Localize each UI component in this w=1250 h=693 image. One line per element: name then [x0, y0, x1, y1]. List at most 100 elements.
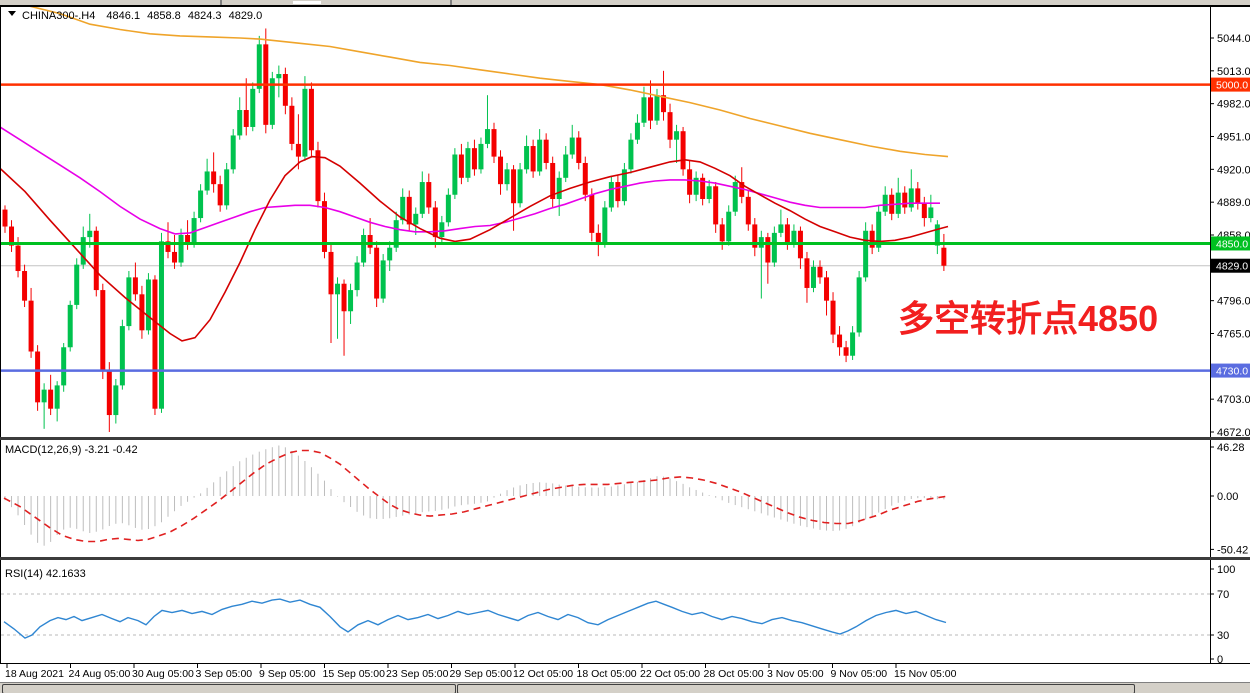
candle-body [641, 97, 647, 123]
candle-body [582, 162, 588, 195]
candle-body [804, 258, 810, 288]
candle-body [93, 230, 99, 291]
chrome-separator [450, 0, 452, 5]
candle-body [615, 182, 621, 202]
candle-body [113, 385, 119, 416]
candle-body [661, 95, 667, 113]
symbol-dropdown-icon[interactable] [8, 11, 16, 16]
candle-body [211, 171, 217, 185]
price-axis[interactable]: 5044.05013.04982.04951.04920.04889.04858… [1210, 33, 1250, 439]
symbol-name: CHINA300-.H4 [22, 10, 95, 22]
candle-body [934, 224, 940, 246]
candle-body [295, 143, 301, 157]
candle-body [732, 182, 738, 212]
candle-body [224, 169, 230, 206]
candle-body [713, 186, 719, 225]
candle-body [132, 277, 138, 295]
candle-body [882, 194, 888, 212]
ma-mid-magenta [1, 126, 940, 235]
rsi-line [3, 598, 947, 639]
candle-body [810, 266, 816, 288]
quote-open: 4846.1 [106, 10, 140, 22]
candle-body [432, 207, 438, 238]
candle-body [54, 385, 60, 409]
time-axis-label: 3 Nov 05:00 [767, 668, 824, 680]
macd-axis: 46.28 0.00 -50.42 [1210, 442, 1248, 556]
candle-body [276, 74, 282, 79]
candle-body [172, 251, 178, 263]
candle-body [321, 201, 327, 252]
candle-body [863, 230, 869, 278]
candle-body [250, 88, 256, 127]
time-axis[interactable]: 18 Aug 2021 24 Aug 05:00 30 Aug 05:00 3 Sep… [5, 664, 957, 680]
candle-body [452, 154, 458, 195]
candle-body [400, 196, 406, 221]
candle-body [824, 277, 830, 301]
rsi-axis-label: 0 [1217, 654, 1223, 666]
candle-body [543, 139, 549, 163]
chrome-slot [293, 1, 321, 4]
time-axis-label: 18 Aug 2021 [5, 668, 64, 680]
candle-body [621, 169, 627, 202]
time-axis-label: 9 Sep 05:00 [259, 668, 316, 680]
rsi-panel[interactable] [1, 593, 1210, 639]
quote-low: 4824.3 [188, 10, 222, 22]
candle-body [902, 192, 908, 208]
candle-body [256, 44, 262, 89]
price-badge-label: 5000.0 [1216, 80, 1248, 92]
price-axis-label: 4982.0 [1217, 99, 1250, 111]
candle-body [106, 370, 112, 416]
candle-body [458, 154, 464, 178]
macd-panel[interactable] [3, 445, 947, 546]
candle-body [152, 279, 158, 409]
candle-body [537, 139, 543, 172]
time-axis-label: 29 Sep 05:00 [450, 668, 513, 680]
separator-macd-rsi [0, 557, 1250, 560]
time-axis-label: 28 Oct 05:00 [704, 668, 764, 680]
candle-body [706, 186, 712, 199]
price-axis-label: 4889.0 [1217, 197, 1250, 209]
price-badge [1211, 77, 1250, 92]
time-axis-label: 15 Sep 05:00 [323, 668, 386, 680]
candle-body [419, 182, 425, 214]
candle-body [308, 88, 314, 151]
candle-body [41, 389, 47, 403]
candle-body [9, 226, 15, 246]
candle-body [784, 224, 790, 244]
candle-body [341, 283, 347, 312]
price-badge [1211, 363, 1250, 378]
candle-body [556, 177, 562, 199]
candle-body [530, 146, 536, 172]
price-badge-label: 4850.0 [1216, 238, 1248, 250]
candle-body [569, 137, 575, 155]
candle-body [843, 347, 849, 356]
candle-body [491, 129, 497, 157]
candle-body [634, 122, 640, 140]
candle-body [204, 171, 210, 191]
candle-body [439, 222, 445, 238]
candle-body [667, 112, 673, 140]
candle-body [315, 150, 321, 202]
candle-body [895, 192, 901, 214]
main-price-panel[interactable] [0, 6, 1210, 432]
price-axis-label: 4796.0 [1217, 296, 1250, 308]
candle-body [504, 169, 510, 185]
chrome-separator [220, 0, 222, 5]
candle-body [28, 300, 34, 352]
candle-body [674, 131, 680, 140]
candle-body [511, 169, 517, 204]
candle-body [185, 235, 191, 244]
candle-body [837, 334, 843, 348]
candle-body [908, 188, 914, 208]
candle-body [61, 347, 67, 386]
time-axis-label: 9 Nov 05:00 [831, 668, 888, 680]
candle-body [700, 177, 706, 199]
candle-body [719, 224, 725, 242]
candle-body [2, 209, 8, 227]
price-badge-label: 4829.0 [1216, 261, 1248, 273]
candle-body [850, 332, 856, 356]
macd-panel-label: MACD(12,26,9) -3.21 -0.42 [5, 444, 138, 456]
candle-body [602, 207, 608, 244]
candle-body [915, 188, 921, 204]
